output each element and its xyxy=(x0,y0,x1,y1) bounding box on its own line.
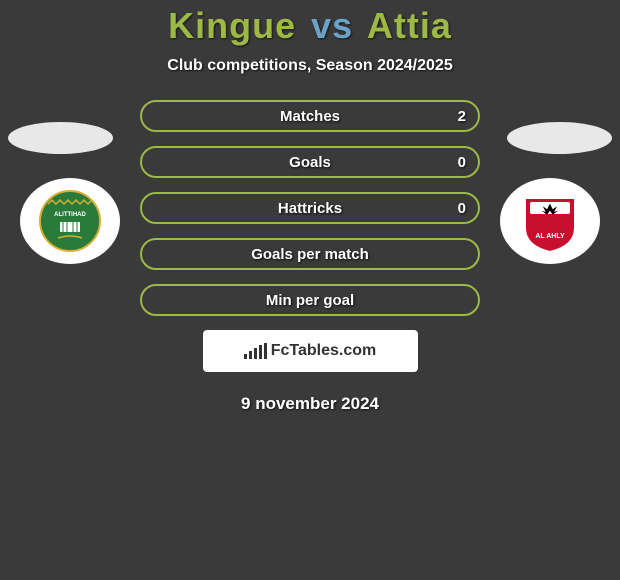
svg-text:AL AHLY: AL AHLY xyxy=(535,233,565,240)
stat-label: Min per goal xyxy=(266,292,354,309)
player1-club-badge: ALITTIHAD xyxy=(20,178,120,264)
date-text: 9 november 2024 xyxy=(0,394,620,414)
player1-avatar-placeholder xyxy=(8,122,113,154)
stat-row-min-per-goal: Min per goal xyxy=(140,284,480,316)
brand-text: FcTables.com xyxy=(271,342,377,360)
chart-bars-icon xyxy=(244,343,267,359)
stat-row-hattricks: Hattricks 0 xyxy=(140,192,480,224)
stat-right-value: 2 xyxy=(458,108,466,125)
alahly-badge-icon: AL AHLY xyxy=(510,186,590,256)
stat-row-goals: Goals 0 xyxy=(140,146,480,178)
stat-label: Matches xyxy=(280,108,340,125)
player2-avatar-placeholder xyxy=(507,122,612,154)
stat-label: Hattricks xyxy=(278,200,342,217)
player2-club-badge: AL AHLY xyxy=(500,178,600,264)
player2-name: Attia xyxy=(367,5,452,46)
stat-row-goals-per-match: Goals per match xyxy=(140,238,480,270)
stat-right-value: 0 xyxy=(458,154,466,171)
player1-name: Kingue xyxy=(168,5,296,46)
stats-table: Matches 2 Goals 0 Hattricks 0 Goals per … xyxy=(140,100,480,316)
svg-text:ALITTIHAD: ALITTIHAD xyxy=(54,212,86,218)
vs-text: vs xyxy=(311,5,353,46)
stat-label: Goals per match xyxy=(251,246,369,263)
stat-right-value: 0 xyxy=(458,200,466,217)
stat-label: Goals xyxy=(289,154,331,171)
stat-row-matches: Matches 2 xyxy=(140,100,480,132)
subtitle-text: Club competitions, Season 2024/2025 xyxy=(0,57,620,75)
comparison-title: Kingue vs Attia xyxy=(0,5,620,47)
brand-box[interactable]: FcTables.com xyxy=(203,330,418,372)
ittihad-badge-icon: ALITTIHAD xyxy=(30,186,110,256)
